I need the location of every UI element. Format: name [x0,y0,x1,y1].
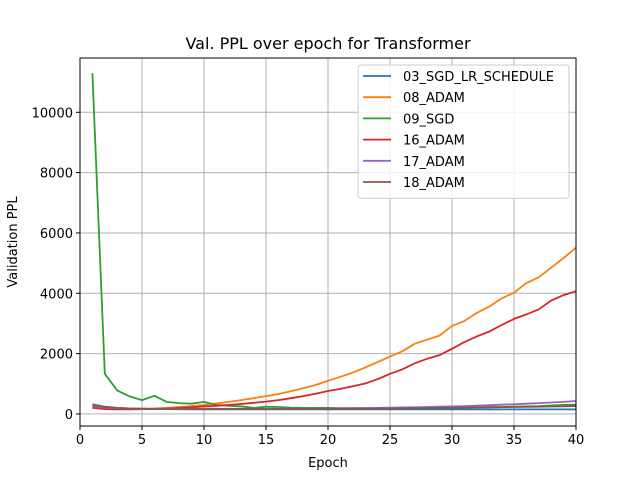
x-tick-label: 10 [196,433,213,448]
x-tick-label: 40 [568,433,585,448]
legend-label: 17_ADAM [403,155,465,170]
legend: 03_SGD_LR_SCHEDULE 08_ADAM 09_SGD 16_ADAM 17… [357,64,570,199]
y-tick-label: 10000 [32,106,73,121]
legend-label: 18_ADAM [403,176,465,191]
x-tick-label: 15 [258,433,275,448]
legend-label: 08_ADAM [403,91,465,106]
x-tick-label: 25 [382,433,399,448]
y-tick-label: 2000 [40,348,73,363]
x-axis-label: Epoch [308,456,348,471]
series-lines [91,73,577,411]
axis-ticks: 0 5 10 15 20 25 30 35 40 0 2000 4000 6000 8000 10000 [32,106,585,448]
y-axis-label: Validation PPL [6,196,21,288]
chart-title: Val. PPL over epoch for Transformer [185,34,471,53]
legend-label: 03_SGD_LR_SCHEDULE [403,70,554,85]
y-tick-label: 0 [65,408,73,423]
legend-box [357,64,570,199]
y-tick-label: 8000 [40,167,73,182]
legend-label: 16_ADAM [403,134,465,149]
x-tick-label: 30 [444,433,461,448]
y-tick-label: 4000 [40,287,73,302]
legend-label: 09_SGD [403,112,454,127]
x-tick-label: 35 [506,433,523,448]
x-tick-label: 5 [138,433,146,448]
x-tick-label: 20 [320,433,337,448]
series-line-18-adam [92,404,577,410]
y-tick-label: 6000 [40,227,73,242]
x-tick-label: 0 [76,433,84,448]
